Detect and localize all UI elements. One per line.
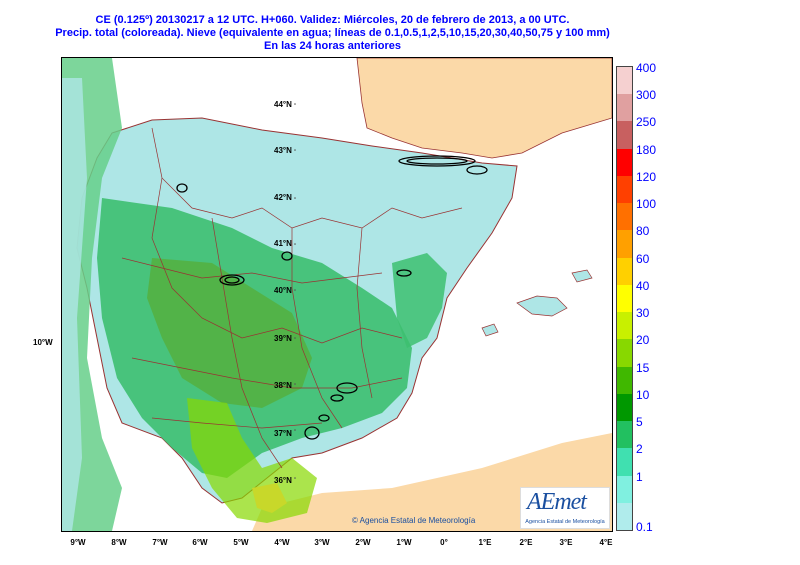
colorbar-label: 30 [636,306,650,321]
colorbar-swatch [617,203,632,231]
colorbar-swatch [617,339,632,367]
colorbar-swatch [617,366,632,394]
balearic-island-mallorca [516,295,568,317]
atlantic-precip-light [62,78,87,531]
lat-label-43: 43°N [274,146,292,155]
france-land [356,58,612,159]
colorbar-label: 15 [636,360,650,375]
colorbar-swatch [617,421,632,449]
lat-label-42: 42°N [274,193,292,202]
lon-label-4e: 4°E [599,538,613,547]
colorbar-label: 120 [636,169,657,184]
colorbar-swatch [617,257,632,285]
lon-label-6w: 6°W [192,538,208,547]
colorbar-label: 100 [636,197,657,212]
colorbar-label: 5 [636,415,643,430]
east-precip [392,253,447,348]
lat-label-38: 38°N [274,381,292,390]
lon-label-5w: 5°W [233,538,249,547]
map-title: CE (0.125º) 20130217 a 12 UTC. H+060. Va… [0,14,665,53]
colorbar-swatch [617,312,632,340]
colorbar-swatch [617,230,632,258]
colorbar-label: 0.1 [636,520,653,534]
colorbar-label: 400 [636,61,657,75]
precipitation-map [61,57,613,532]
colorbar-swatch [617,393,632,422]
lon-label-7w: 7°W [152,538,168,547]
colorbar-label: 250 [636,115,657,130]
lat-label-40: 40°N [274,286,292,295]
colorbar-swatch [617,284,632,313]
central-heavy-precip [147,258,312,408]
south-max-precip [252,483,287,513]
logo-mark: AEmet [527,489,587,515]
lon-label-2w: 2°W [355,538,371,547]
lon-label-9w: 9°W [70,538,86,547]
colorbar-swatch [617,148,632,176]
lon-label-2e: 2°E [519,538,533,547]
lon-label-3e: 3°E [559,538,573,547]
map-canvas [62,58,612,531]
lon-label-1w: 1°W [396,538,412,547]
colorbar-swatch [617,475,632,503]
title-line-3: En las 24 horas anteriores [264,40,401,52]
lon-label-8w: 8°W [111,538,127,547]
snow-contours [176,155,488,440]
lon-label-1e: 1°E [478,538,492,547]
colorbar-swatch [617,448,632,476]
colorbar-label: 1 [636,469,643,484]
balearic-island-menorca [571,269,593,283]
title-line-1: CE (0.125º) 20130217 a 12 UTC. H+060. Va… [95,14,570,26]
colorbar-label: 180 [636,142,657,157]
colorbar-swatch [617,175,632,204]
lat-label-41: 41°N [274,239,292,248]
aemet-logo: AEmet Agencia Estatal de Meteorología [520,487,610,529]
lon-label-3w: 3°W [314,538,330,547]
lat-label-39: 39°N [274,334,292,343]
colorbar-swatch [617,67,632,95]
lat-label-44: 44°N [274,100,292,109]
balearic-island-ibiza [481,323,499,337]
colorbar-label: 2 [636,442,643,457]
colorbar-label: 20 [636,333,650,348]
province-borders [121,127,463,469]
logo-subtitle: Agencia Estatal de Meteorología [525,519,605,525]
colorbar-label: 80 [636,224,650,239]
colorbar-swatch [617,94,632,122]
side-label-10w: 10°W [33,338,53,347]
graticule [294,103,296,479]
colorbar-label: 60 [636,251,650,266]
lon-label-0: 0° [440,538,448,547]
lat-label-37: 37°N [274,429,292,438]
south-heavy-precip [187,398,317,523]
title-line-2: Precip. total (coloreada). Nieve (equiva… [55,27,610,39]
colorbar-swatch [617,121,632,149]
lat-label-36: 36°N [274,476,292,485]
colorbar-label: 40 [636,278,650,293]
copyright-text: © Agencia Estatal de Meteorología [352,516,476,525]
colorbar-label: 300 [636,88,657,103]
precip-colorbar [616,66,633,531]
colorbar-label: 10 [636,387,650,402]
colorbar-swatch [617,502,632,530]
lon-label-4w: 4°W [274,538,290,547]
